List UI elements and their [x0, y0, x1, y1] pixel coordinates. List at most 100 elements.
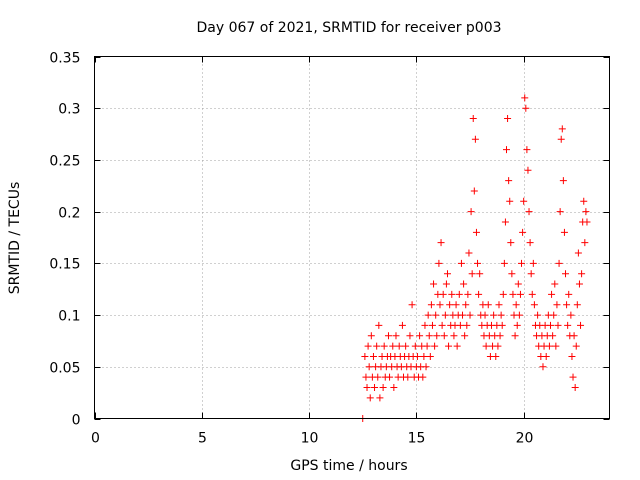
data-point: [490, 311, 498, 319]
data-point: [363, 383, 371, 391]
data-point: [466, 311, 474, 319]
data-point: [456, 321, 464, 329]
data-point: [376, 394, 384, 402]
tick-labels: 0 0.05 0.1 0.15 0.2 0.25 0.3 0.35 0 5 10 15 20: [49, 51, 533, 447]
data-point: [465, 249, 473, 257]
data-point: [529, 259, 537, 267]
data-point: [571, 383, 579, 391]
data-point: [463, 321, 471, 329]
data-point: [461, 332, 469, 340]
y-tick-label: 0.1: [58, 309, 80, 325]
data-point: [390, 383, 398, 391]
data-point: [452, 301, 460, 309]
data-point: [524, 166, 532, 174]
data-point: [539, 363, 547, 371]
y-tick-label: 0: [72, 413, 81, 429]
data-point: [572, 342, 580, 350]
data-point: [472, 228, 480, 236]
data-point: [421, 321, 429, 329]
y-tick-label: 0.15: [49, 257, 80, 273]
data-point: [497, 311, 505, 319]
data-point: [503, 146, 510, 154]
data-point: [496, 332, 504, 340]
x-tick-label: 20: [516, 431, 534, 447]
data-point: [522, 104, 530, 112]
x-tick-label: 10: [301, 431, 319, 447]
data-point: [404, 373, 412, 381]
data-point: [395, 342, 403, 350]
y-tick-label: 0.25: [49, 154, 80, 170]
data-point: [530, 301, 538, 309]
data-point: [518, 259, 526, 267]
data-point: [564, 321, 572, 329]
data-point: [553, 301, 561, 309]
data-point: [512, 301, 520, 309]
data-point: [386, 373, 394, 381]
data-point: [439, 290, 447, 298]
data-point: [445, 342, 453, 350]
data-point: [440, 332, 448, 340]
x-tick-label: 0: [91, 431, 100, 447]
data-point: [545, 342, 553, 350]
data-point: [398, 321, 406, 329]
data-point: [516, 290, 524, 298]
data-point: [563, 301, 571, 309]
data-point: [542, 352, 550, 360]
data-point: [523, 146, 531, 154]
data-point: [578, 270, 586, 278]
data-point: [481, 311, 489, 319]
data-point: [514, 280, 522, 288]
x-axis-label: GPS time / hours: [290, 458, 407, 474]
data-point: [373, 342, 381, 350]
data-point: [499, 290, 507, 298]
y-tick-label: 0.35: [49, 51, 80, 67]
data-point: [371, 383, 379, 391]
data-point: [504, 115, 512, 123]
data-point: [555, 259, 563, 267]
data-point: [507, 239, 515, 247]
data-point: [389, 342, 397, 350]
data-point: [474, 259, 482, 267]
y-axis-label: SRMTID / TECUs: [7, 182, 23, 295]
data-point: [469, 115, 477, 123]
data-point: [435, 259, 443, 267]
data-point: [413, 352, 421, 360]
data-point: [494, 342, 502, 350]
grid: [94, 56, 610, 419]
data-point: [580, 197, 588, 205]
data-point: [558, 125, 566, 133]
data-point: [520, 197, 528, 205]
data-point: [577, 321, 585, 329]
chart-title: Day 067 of 2021, SRMTID for receiver p00…: [196, 20, 501, 36]
data-point: [513, 321, 521, 329]
data-point: [424, 311, 432, 319]
data-point: [470, 187, 478, 195]
data-point: [511, 332, 519, 340]
data-point: [446, 301, 454, 309]
plot-frame: [94, 56, 610, 419]
data-point: [583, 218, 591, 226]
data-point: [416, 332, 424, 340]
data-point: [362, 373, 370, 381]
data-point: [468, 270, 476, 278]
data-point: [501, 218, 509, 226]
data-point: [425, 332, 433, 340]
data-point: [569, 373, 577, 381]
data-point: [430, 280, 438, 288]
data-point: [476, 270, 484, 278]
data-point: [426, 352, 434, 360]
data-point: [367, 332, 375, 340]
data-point: [455, 290, 463, 298]
data-point: [581, 239, 589, 247]
data-point: [546, 321, 554, 329]
data-point: [552, 342, 560, 350]
data-point: [550, 311, 558, 319]
data-point: [575, 280, 583, 288]
data-point: [406, 332, 414, 340]
y-tick-label: 0.3: [58, 102, 80, 118]
data-point: [380, 342, 388, 350]
data-point: [438, 321, 446, 329]
data-point: [437, 239, 445, 247]
data-point: [384, 332, 392, 340]
